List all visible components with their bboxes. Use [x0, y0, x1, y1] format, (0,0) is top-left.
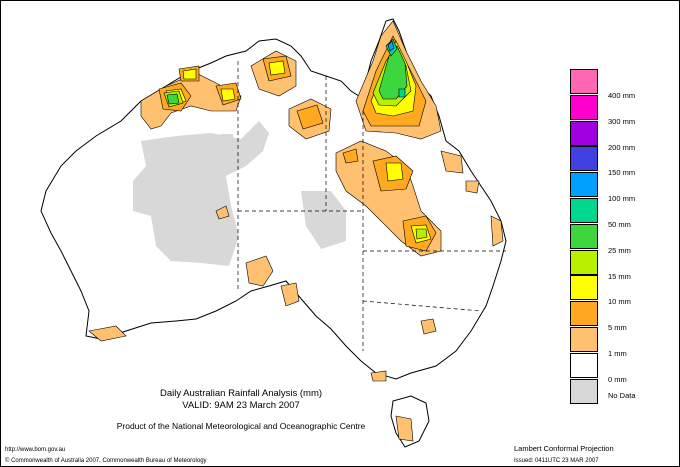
- projection-label: Lambert Conformal Projection: [514, 444, 614, 453]
- no-data-patch: [221, 134, 233, 146]
- legend-label: 400 mm: [608, 91, 636, 100]
- legend-swatch: [570, 301, 598, 326]
- footer-copyright: © Commonwealth of Australia 2007, Common…: [5, 458, 207, 464]
- no-data-region: [133, 121, 269, 266]
- legend-label: 15 mm: [608, 272, 631, 281]
- legend-swatch: [570, 146, 598, 171]
- legend-label: 25 mm: [608, 246, 631, 255]
- legend-swatch: [570, 353, 598, 378]
- title-line-1: Daily Australian Rainfall Analysis (mm): [159, 388, 323, 399]
- legend-label: 200 mm: [608, 143, 636, 152]
- legend-label: No Data: [608, 391, 636, 400]
- rain-high-areas: [385, 38, 406, 98]
- no-data-region-east: [301, 191, 346, 249]
- legend-swatch: [570, 198, 598, 223]
- legend-swatch: [570, 69, 598, 94]
- legend-swatch: [570, 379, 598, 404]
- legend-swatch: [570, 172, 598, 197]
- legend-swatch: [570, 224, 598, 249]
- legend-label: 1 mm: [608, 349, 627, 358]
- legend-label: 50 mm: [608, 220, 631, 229]
- issued-label: Issued: 0411UTC 23 MAR 2007: [514, 458, 599, 464]
- title-block: Daily Australian Rainfall Analysis (mm) …: [96, 388, 386, 432]
- title-line-2: VALID: 9AM 23 March 2007: [182, 400, 300, 411]
- legend-label: 0 mm: [608, 375, 627, 384]
- legend-label: 100 mm: [608, 194, 636, 203]
- footer-url: http://www.bom.gov.au: [5, 447, 66, 453]
- legend-label: 150 mm: [608, 168, 636, 177]
- legend-swatch: [570, 121, 598, 146]
- legend-label: 300 mm: [608, 117, 636, 126]
- state-borders: [237, 61, 506, 351]
- legend-label: 5 mm: [608, 323, 627, 332]
- legend-swatch: [570, 250, 598, 275]
- legend-label: 10 mm: [608, 297, 631, 306]
- title-line-3: Product of the National Meteorological a…: [116, 421, 366, 431]
- legend-swatch: [570, 275, 598, 300]
- legend-swatch: [570, 327, 598, 352]
- legend-swatch: [570, 95, 598, 120]
